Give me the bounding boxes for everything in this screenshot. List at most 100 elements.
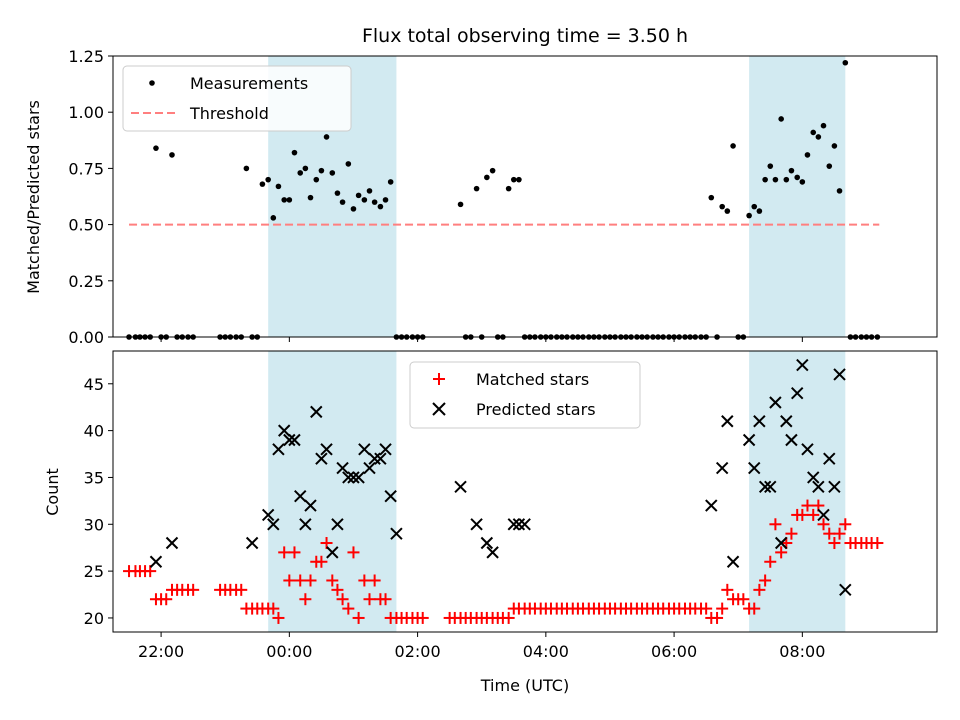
x-tick-label: 04:00 bbox=[523, 642, 569, 661]
measurement-point bbox=[762, 176, 768, 183]
y-ticks-top: 0.00 0.25 0.50 0.75 1.00 1.25 bbox=[68, 47, 113, 347]
matched-point bbox=[759, 574, 772, 587]
measurement-point bbox=[387, 179, 394, 185]
predicted-point bbox=[454, 480, 467, 494]
measurement-point bbox=[788, 167, 795, 174]
measurement-point bbox=[345, 161, 352, 167]
measurement-point bbox=[756, 208, 763, 214]
predicted-point bbox=[342, 471, 355, 484]
matched-point bbox=[315, 555, 328, 568]
y-tick-label: 0.00 bbox=[68, 328, 104, 347]
predicted-point bbox=[785, 433, 798, 447]
predicted-point bbox=[726, 555, 740, 568]
measurement-point bbox=[783, 176, 790, 183]
y-tick-label: 40 bbox=[84, 422, 104, 441]
matched-point bbox=[331, 583, 344, 596]
matched-point bbox=[294, 574, 307, 587]
predicted-point bbox=[288, 433, 301, 447]
measurement-point bbox=[270, 215, 277, 221]
measurement-point bbox=[708, 194, 715, 201]
predicted-point bbox=[267, 518, 280, 531]
matched-point bbox=[796, 508, 809, 521]
predicted-point bbox=[823, 452, 836, 465]
measurement-point bbox=[313, 176, 320, 183]
matched-point bbox=[272, 611, 285, 624]
y-tick-label: 45 bbox=[84, 375, 104, 394]
y-axis-label-top: Matched/Predicted stars bbox=[24, 100, 43, 294]
x-ticks-bottom: 22:00 00:00 02:00 04:00 06:00 08:00 bbox=[138, 632, 825, 661]
x-tick-label: 08:00 bbox=[779, 642, 825, 661]
matched-point bbox=[342, 602, 355, 615]
matched-point bbox=[320, 537, 333, 550]
predicted-point bbox=[315, 452, 328, 465]
measurement-point bbox=[778, 116, 784, 122]
predicted-point bbox=[828, 480, 841, 494]
measurement-point bbox=[746, 212, 752, 219]
predicted-point bbox=[470, 518, 483, 531]
predicted-point bbox=[507, 518, 520, 531]
predicted-point bbox=[807, 471, 820, 484]
matched-point bbox=[817, 518, 830, 531]
predicted-point bbox=[390, 527, 403, 540]
measurement-point bbox=[307, 194, 314, 201]
measurement-point bbox=[516, 176, 522, 183]
matched-point bbox=[502, 611, 515, 624]
matched-point bbox=[160, 593, 173, 606]
predicted-point bbox=[764, 480, 777, 494]
matched-point bbox=[721, 583, 734, 596]
measurement-point bbox=[794, 174, 801, 181]
predicted-point bbox=[245, 536, 259, 550]
predicted-point bbox=[320, 443, 333, 456]
predicted-point bbox=[278, 424, 291, 437]
panel-counts: 20 25 30 35 40 45 22:00 00:00 02:00 04:00 06:00 08… bbox=[43, 350, 938, 695]
y-axis-label-bottom: Count bbox=[43, 468, 62, 516]
matched-point bbox=[347, 546, 360, 559]
measurement-point bbox=[810, 129, 817, 136]
legend-marker-predicted bbox=[432, 402, 446, 416]
predicted-point bbox=[283, 433, 296, 447]
measurement-point bbox=[153, 145, 159, 151]
predicted-point bbox=[486, 546, 499, 559]
predicted-point bbox=[363, 461, 376, 475]
predicted-point bbox=[796, 358, 809, 372]
predicted-point bbox=[715, 461, 729, 475]
predicted-point bbox=[753, 415, 766, 428]
matched-point bbox=[785, 527, 798, 540]
measurement-point bbox=[291, 149, 298, 156]
matched-point bbox=[711, 611, 724, 624]
matched-point bbox=[737, 593, 750, 606]
matched-point bbox=[235, 583, 248, 596]
measurement-point bbox=[366, 188, 373, 194]
predicted-point bbox=[384, 489, 397, 503]
measurement-point bbox=[265, 176, 271, 183]
matched-point bbox=[144, 565, 157, 578]
predicted-point bbox=[352, 471, 365, 484]
predicted-point bbox=[368, 452, 381, 465]
matched-point bbox=[187, 583, 200, 596]
predicted-point bbox=[294, 489, 307, 503]
measurement-point bbox=[751, 203, 758, 210]
measurement-point bbox=[355, 192, 362, 199]
measurement-point bbox=[505, 185, 512, 192]
matched-point bbox=[775, 546, 788, 559]
matched-point bbox=[748, 602, 761, 615]
matched-point bbox=[801, 499, 814, 512]
plot-frame-bottom bbox=[112, 350, 938, 633]
x-tick-label: 00:00 bbox=[266, 642, 312, 661]
y-tick-label: 1.00 bbox=[68, 103, 104, 122]
y-tick-label: 0.25 bbox=[68, 272, 104, 291]
measurement-point bbox=[489, 167, 496, 174]
measurement-point bbox=[719, 203, 725, 210]
measurement-point bbox=[350, 206, 357, 212]
y-tick-label: 0.75 bbox=[68, 159, 104, 178]
matched-point bbox=[716, 602, 729, 615]
matched-point bbox=[368, 574, 381, 587]
legend-label-matched: Matched stars bbox=[476, 370, 589, 389]
y-tick-label: 25 bbox=[84, 562, 104, 581]
predicted-point bbox=[769, 396, 782, 409]
matched-point bbox=[352, 611, 365, 624]
matched-point bbox=[283, 574, 296, 587]
measurement-point bbox=[297, 170, 304, 176]
predicted-point bbox=[518, 518, 531, 531]
